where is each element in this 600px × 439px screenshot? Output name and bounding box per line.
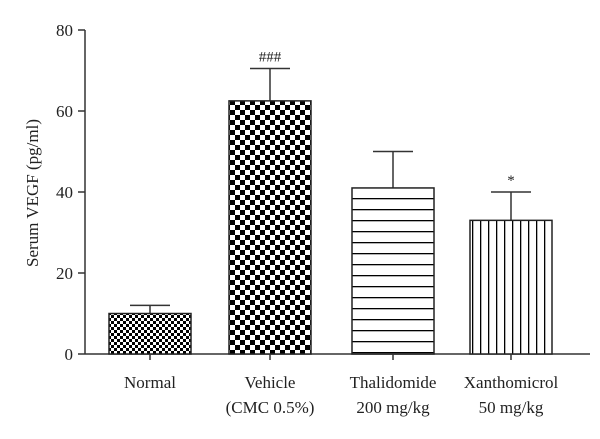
category-label: Thalidomide xyxy=(350,373,437,392)
category-label: Xanthomicrol xyxy=(464,373,559,392)
category-label: 200 mg/kg xyxy=(356,398,430,417)
bar xyxy=(469,219,553,355)
bar xyxy=(108,312,192,355)
bar xyxy=(228,100,312,355)
significance-mark: ### xyxy=(259,49,282,65)
y-tick-label: 80 xyxy=(56,21,73,40)
category-label: Vehicle xyxy=(245,373,296,392)
y-tick-label: 60 xyxy=(56,102,73,121)
category-label: Normal xyxy=(124,373,176,392)
bar xyxy=(351,187,435,355)
significance-mark: * xyxy=(507,173,515,189)
category-label: 50 mg/kg xyxy=(479,398,544,417)
y-axis-label: Serum VEGF (pg/ml) xyxy=(23,119,42,267)
y-tick-label: 0 xyxy=(65,345,74,364)
bars: ### * xyxy=(108,49,553,355)
category-label: (CMC 0.5%) xyxy=(226,398,315,417)
y-tick-label: 20 xyxy=(56,264,73,283)
category-labels: Normal Vehicle (CMC 0.5%) Thalidomide 200 mg… xyxy=(124,354,558,417)
y-tick-label: 40 xyxy=(56,183,73,202)
